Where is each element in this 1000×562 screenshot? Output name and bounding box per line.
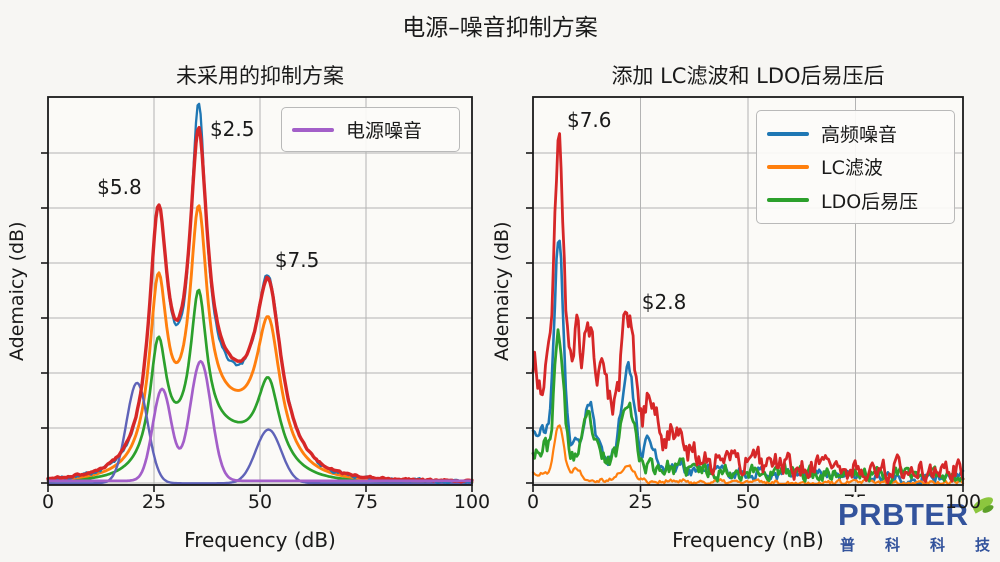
annotation-2-5: $2.5 bbox=[209, 116, 255, 141]
hf-noise-line-swatch bbox=[767, 131, 809, 136]
left-x-axis-label: Frequency (dB) bbox=[184, 528, 336, 552]
annotation-5-8: $5.8 bbox=[97, 175, 142, 200]
left-subplot-title: 未采用的抑制方案 bbox=[176, 64, 344, 88]
right-subplot-title: 添加 LC滤波和 LDO后易压后 bbox=[611, 64, 885, 88]
watermark-chinese-text: 普科科技 bbox=[840, 536, 990, 554]
legend-label: LC滤波 bbox=[821, 157, 883, 180]
right-legend: 高频噪音 LC滤波 LDO后易压 bbox=[756, 110, 955, 224]
lc-filter-line-swatch bbox=[767, 164, 809, 169]
legend-label: LDO后易压 bbox=[821, 190, 919, 213]
right-x-axis-label: Frequency (nB) bbox=[672, 528, 824, 552]
legend-item-hf-noise: 高频噪音 bbox=[767, 120, 944, 147]
x-tick-label: 0 bbox=[526, 491, 540, 513]
legend-item-ldo: LDO后易压 bbox=[767, 187, 944, 214]
ldo-line-swatch bbox=[767, 198, 809, 203]
legend-item-power-noise: 电源噪音 bbox=[292, 116, 449, 143]
x-tick-label: 25 bbox=[141, 491, 167, 513]
x-tick-label: 0 bbox=[41, 491, 55, 513]
left-y-axis-label: Ademaicy (dB) bbox=[6, 221, 28, 361]
left-legend: 电源噪音 bbox=[281, 107, 460, 152]
x-tick-label: 100 bbox=[944, 491, 982, 513]
annotation-2-8: $2.8 bbox=[641, 289, 687, 314]
right-y-axis-label: Ademaicy (dB) bbox=[491, 221, 513, 361]
annotation-7-5: $7.5 bbox=[274, 248, 320, 273]
legend-label: 高频噪音 bbox=[821, 124, 898, 147]
figure-title: 电源–噪音抑制方案 bbox=[402, 15, 598, 41]
legend-label: 电源噪音 bbox=[346, 120, 423, 142]
annotation-7-6: $7.6 bbox=[566, 107, 612, 132]
x-tick-label: 100 bbox=[453, 491, 491, 513]
watermark: PRBTER 普科科技 bbox=[836, 494, 1000, 560]
power-noise-line-swatch bbox=[292, 127, 334, 132]
x-tick-label: 25 bbox=[628, 491, 653, 513]
x-tick-label: 75 bbox=[353, 491, 379, 513]
watermark-brand-text: PRBTER bbox=[838, 497, 969, 532]
x-tick-label: 50 bbox=[247, 491, 273, 513]
x-tick-label: 50 bbox=[735, 491, 761, 513]
legend-item-lc-filter: LC滤波 bbox=[767, 153, 944, 180]
